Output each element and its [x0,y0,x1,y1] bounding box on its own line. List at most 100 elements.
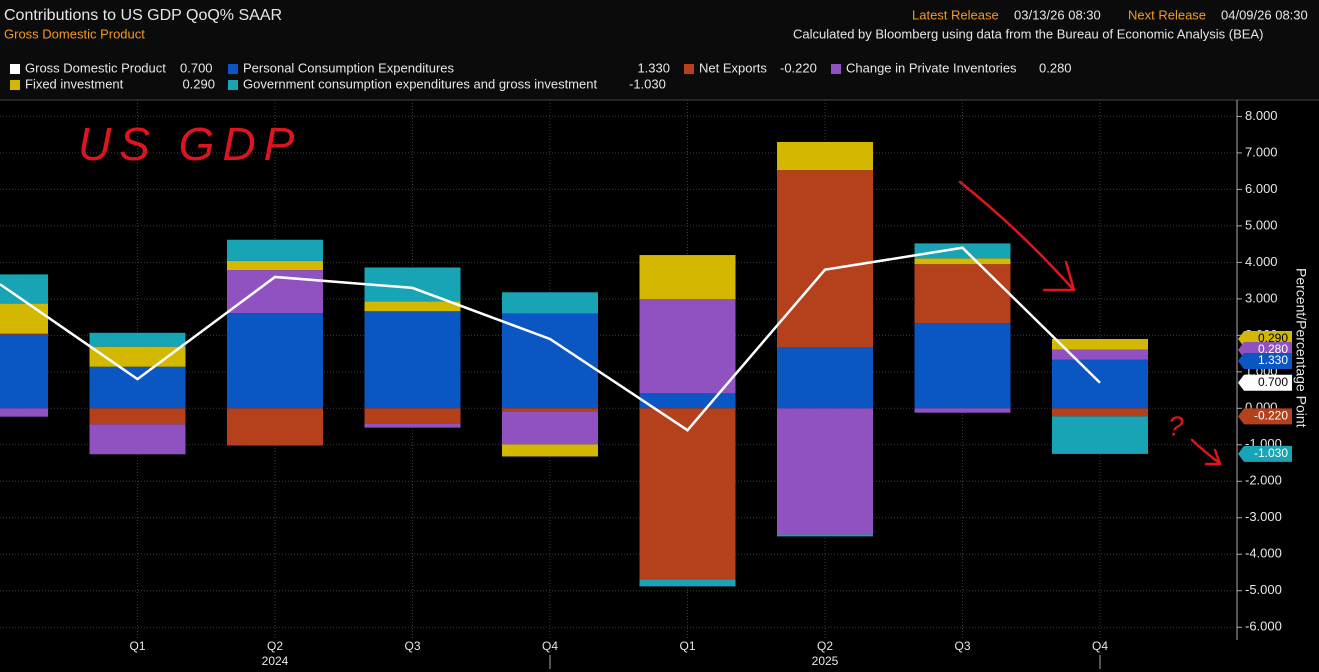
legend-label: Fixed investment [25,76,124,91]
bar-segment [1052,416,1148,454]
y-tick-label: -5.000 [1245,582,1282,597]
bar-segment [1052,408,1148,417]
y-tick-label: 7.000 [1245,144,1278,159]
bar-segment [639,255,736,300]
bar-segment [0,334,48,409]
source-note: Calculated by Bloomberg using data from … [793,26,1263,41]
legend-swatch [10,64,20,74]
chart-title: Contributions to US GDP QoQ% SAAR [4,7,282,24]
legend-value: -1.030 [629,76,666,91]
value-tag [1238,374,1292,391]
bar-segment [777,141,873,171]
bar-segment [0,408,48,417]
legend-label: Government consumption expenditures and … [243,76,597,91]
next-release: 04/09/26 08:30 [1221,7,1308,22]
x-tick-label: Q4 [1092,639,1108,653]
legend-swatch [831,64,841,74]
year-label: 2024 [262,654,289,668]
arrow-head [1204,448,1222,466]
bar-segment [1052,349,1148,360]
value-tag-label: 0.290 [1258,331,1288,345]
y-axis-label: Percent/Percentage Point [1293,268,1309,428]
legend-label: Net Exports [699,60,767,75]
bar-segment [914,264,1011,324]
bar-segment [364,301,461,312]
bar-segment [364,408,461,424]
annotation: ? [1168,410,1184,441]
value-tag-label: 0.280 [1258,342,1288,356]
year-label: 2025 [812,654,839,668]
y-tick-label: -6.000 [1245,619,1282,634]
bar-segment [914,408,1011,413]
bar-segment [639,579,736,587]
bar-segment [0,303,48,334]
x-tick-label: Q4 [542,639,558,653]
y-tick-label: -3.000 [1245,509,1282,524]
bar-segment [89,424,186,455]
y-tick-label: -2.000 [1245,473,1282,488]
arrow [1190,438,1220,464]
bar-segment [502,444,598,457]
annotation-arrows [958,180,1222,466]
bar-segment [89,408,186,425]
bar-segment [364,423,461,428]
bar-segment [89,332,186,347]
legend-label: Personal Consumption Expenditures [243,60,455,75]
x-tick-label: Q3 [404,639,420,653]
plot-area [0,100,1237,640]
bar-segment [639,408,736,580]
legend-value: 0.290 [182,76,215,91]
y-tick-label: -4.000 [1245,546,1282,561]
value-tag [1238,352,1292,369]
arrow [958,180,1074,290]
x-tick-label: Q1 [679,639,695,653]
gdp-line [0,246,1101,432]
arrow-head [1042,260,1076,292]
bar-segment [639,393,736,409]
bar-segment [227,313,323,409]
legend-value: 1.330 [637,60,670,75]
bar-segment [777,408,873,535]
x-tick-label: Q2 [267,639,283,653]
y-tick-label: 8.000 [1245,108,1278,123]
bar-segment [364,311,461,409]
bar-segment [502,411,598,445]
bar-segment [1052,359,1148,409]
header-band [0,0,1319,100]
bar-segment [1052,338,1148,350]
bar-segment [502,408,598,412]
x-tick-label: Q1 [129,639,145,653]
bar-segment [777,347,873,409]
bar-segment [914,323,1011,409]
bar-segment [227,408,323,446]
value-tag-label: -1.030 [1254,446,1288,460]
value-tag-label: 0.700 [1258,375,1288,389]
value-tag [1238,445,1292,462]
value-tag-label: 1.330 [1258,353,1288,367]
legend-swatch [228,64,238,74]
subtitle: Gross Domestic Product [4,26,145,41]
legend-swatch [228,80,238,90]
bar-segment [0,333,48,335]
bar-segment [639,299,736,394]
annotation: US GDP [78,118,302,170]
value-tag [1238,408,1292,425]
legend-value: 0.280 [1039,60,1072,75]
bar-segment [914,258,1011,265]
bar-segment [777,170,873,348]
x-tick-label: Q3 [954,639,970,653]
y-tick-label: 6.000 [1245,181,1278,196]
legend-value: -0.220 [780,60,817,75]
bar-segment [502,292,598,314]
bar-segment [914,243,1011,259]
y-tick-label: 3.000 [1245,290,1278,305]
bar-segment [777,534,873,537]
legend-value: 0.700 [180,60,213,75]
next-release-label: Next Release [1128,7,1206,22]
bar-segment [227,239,323,261]
bar-segment [89,366,186,409]
latest-release: 03/13/26 08:30 [1014,7,1101,22]
legend-label: Gross Domestic Product [25,60,166,75]
bar-segment [227,260,323,271]
